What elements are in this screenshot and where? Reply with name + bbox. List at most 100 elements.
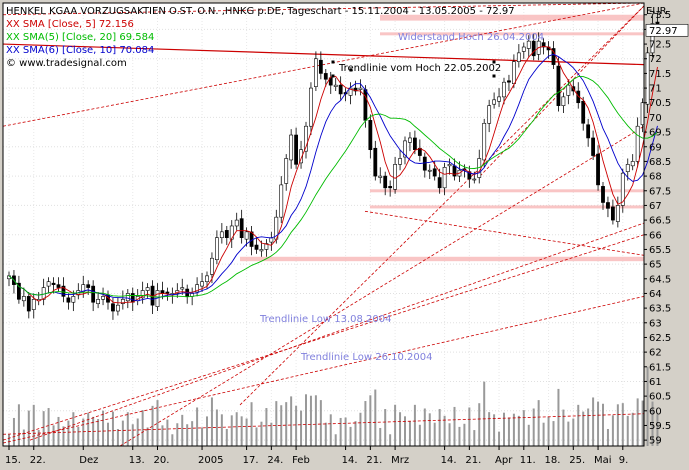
volume-bar [77,426,80,446]
trendline-marker [331,60,335,64]
trend-line [2,2,645,16]
volume-bar [309,395,312,446]
y-tick-label: 70.5 [649,98,671,109]
y-tick-label: 61.5 [649,362,671,373]
x-tick-label: 24. [267,455,283,466]
price-band [370,205,644,209]
volume-bar [260,421,263,446]
last-price-box [645,23,689,37]
candle-body [86,284,91,288]
candle-body [541,42,546,48]
volume-bar [245,418,248,446]
volume-bar [166,419,169,446]
candle-body [215,237,219,261]
candle-body [259,249,264,252]
grid [3,3,644,446]
volume-bar [57,416,60,446]
volume-bar [265,408,268,446]
candle-body [531,40,536,57]
annotation-trendlinie-low-2: Trendlinie Low 26.10.2004 [300,352,433,363]
volume-bar [126,412,129,446]
volume-bar [255,427,258,446]
candle-body [497,96,501,102]
candle-body [437,177,442,189]
candle-body [630,161,635,167]
volume-bar [572,418,575,446]
volume-bar [206,416,208,446]
volume-bar [290,396,293,446]
candle-body [556,65,561,106]
volume-bar [116,428,119,446]
y-tick-label: 71.5 [649,69,671,80]
candle-body [111,303,115,312]
volume-bar [493,414,496,446]
trend-line [2,2,645,127]
volume-bar [567,421,570,446]
candle-body [615,205,620,222]
y-tick-label: 65.5 [649,245,671,256]
volume-bar [354,421,357,446]
resistance-bands [240,14,644,262]
candle-body [610,206,615,221]
x-tick-label: Dez [79,455,98,466]
candle-body [26,296,31,312]
volume-bar [621,403,624,446]
candle-body [96,299,101,305]
candle-body [516,52,521,62]
y-tick-label: 60 [649,406,662,417]
candle-body [338,84,343,95]
volume-bar [359,412,362,446]
y-tick-label: 72.5 [649,40,671,51]
sma-10-line [8,53,658,302]
y-tick-label: 73.5 [649,10,671,21]
candle-body [551,48,556,65]
volume-bar [300,410,303,446]
candle-body [56,284,61,288]
volume-bar [532,408,535,446]
candle-body [511,61,516,84]
candle-body [502,81,506,98]
candle-body [145,287,150,291]
x-tick-label: Apr [495,455,513,466]
volume-bar [319,400,322,446]
volume-bar [379,427,382,446]
x-tick-label: 21. [465,455,481,466]
x-tick-label: 22. [30,455,46,466]
candle-body [313,58,318,87]
volume-bar [592,397,595,446]
y-tick-label: 60.5 [649,392,671,403]
volume-bar [587,408,590,446]
y-tick-label: 63 [649,318,662,329]
candle-body [205,275,209,283]
trend-lines [2,2,645,447]
candle-body [442,166,447,189]
volume-bar [577,404,580,446]
y-tick-label: 72 [649,54,662,65]
x-tick-label: 9. [619,455,629,466]
trendline-marker [492,60,496,64]
candle-body [195,284,200,293]
x-tick-label: 2005 [198,455,223,466]
volume-bar [285,402,288,446]
plot-background [3,3,644,446]
y-tick-label: 62 [649,348,662,359]
y-tick-label: 59.5 [649,421,671,432]
candle-body [200,281,204,287]
volume-bar [562,409,565,446]
volume-bar [602,403,604,446]
volume-bar [141,410,144,446]
annotation-trendlinie-hoch: Trendlinie vom Hoch 22.05.2002 [338,63,501,74]
volume-bar [42,411,45,446]
y-tick-label: 63.5 [649,304,671,315]
copyright-label: © www.tradesignal.com [6,58,127,69]
volume-bar [22,429,25,446]
volume-bar [404,416,406,446]
volume-bar [413,404,416,446]
volume-bar [478,403,481,446]
volume-bar [314,395,317,446]
sma-20-line [8,76,658,298]
candle-body [120,299,125,305]
last-price-label: 72.97 [649,26,678,37]
candle-body [234,219,239,227]
volume-bar [611,415,614,446]
